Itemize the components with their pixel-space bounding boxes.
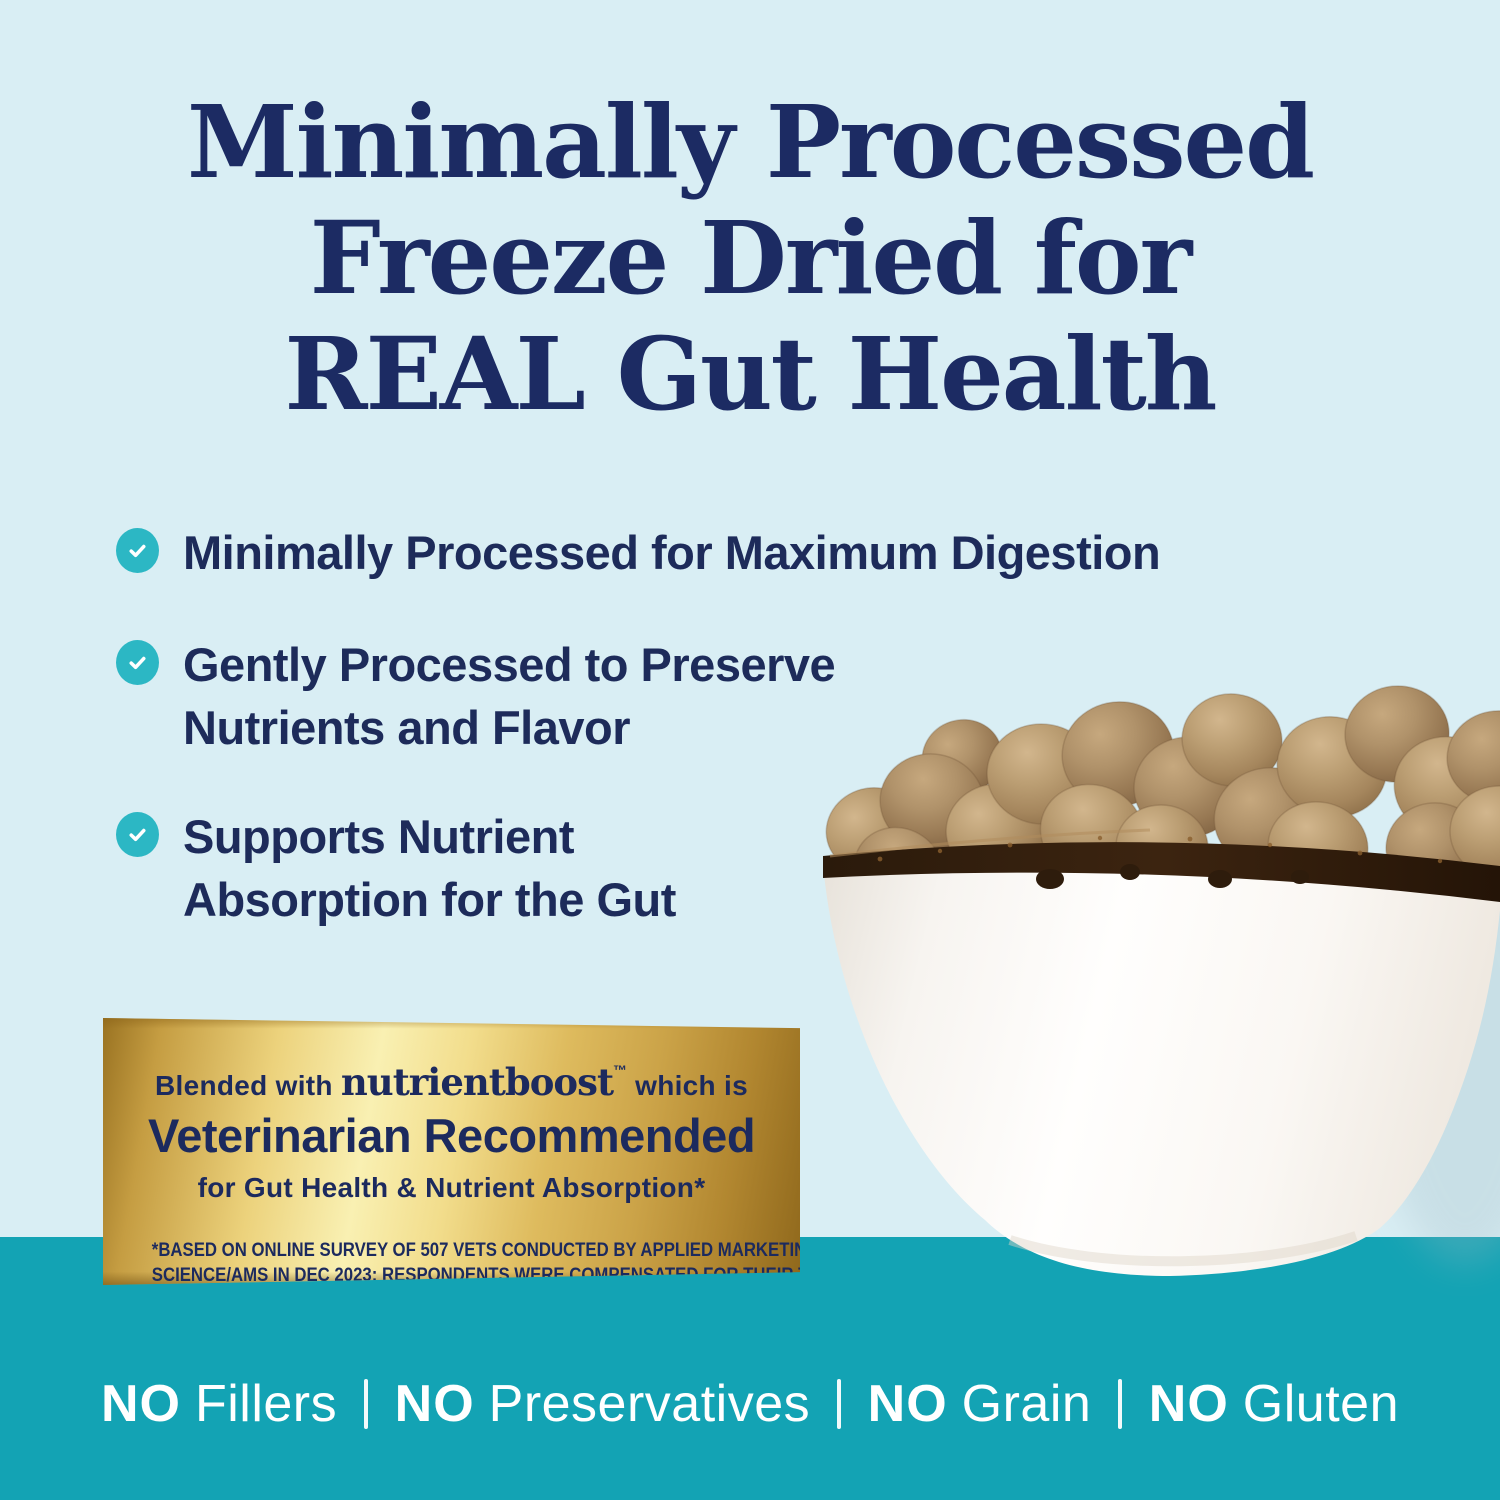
headline-line-1: Minimally Processed: [186, 83, 1315, 201]
bullet-line-2: Nutrients and Flavor: [183, 701, 631, 754]
separator-bar: [364, 1379, 368, 1429]
bowl-of-freeze-dried-nuggets-photo: [800, 660, 1500, 1300]
claim-label: Grain: [961, 1375, 1092, 1433]
bullet-line-2: Absorption for the Gut: [183, 873, 676, 926]
bullet-line-1: Supports Nutrient: [183, 810, 574, 863]
banner-intro-suffix: which is: [635, 1070, 748, 1101]
rim-speckles: [877, 835, 1443, 864]
disclaimer-line-1: *BASED ON ONLINE SURVEY OF 507 VETS COND…: [151, 1239, 820, 1261]
bullet-text: Gently Processed to Preserve Nutrients a…: [183, 633, 836, 759]
benefit-bullet-nutrients: Gently Processed to Preserve Nutrients a…: [116, 633, 836, 759]
claim-label: Gluten: [1242, 1375, 1400, 1433]
no-emphasis: NO: [394, 1375, 475, 1433]
trademark-symbol: ™: [613, 1062, 628, 1078]
banner-disclaimer: *BASED ON ONLINE SURVEY OF 507 VETS COND…: [151, 1238, 820, 1285]
banner-intro-prefix: Blended with: [154, 1070, 333, 1101]
no-emphasis: NO: [867, 1375, 948, 1433]
claim-label: Fillers: [194, 1375, 338, 1433]
claim-no-gluten: NO Gluten: [1149, 1374, 1399, 1434]
bullet-text: Minimally Processed for Maximum Digestio…: [183, 526, 1161, 579]
bowl-body: [823, 850, 1500, 1276]
banner-intro-line: Blended with nutrientboost™ which is: [103, 1060, 800, 1104]
separator-bar: [837, 1379, 841, 1429]
rim-glaze-drips: [1036, 864, 1309, 889]
brand-name: nutrientboost: [340, 1060, 614, 1104]
benefit-bullet-absorption: Supports Nutrient Absorption for the Gut: [116, 805, 676, 931]
banner-title: Veterinarian Recommended: [147, 1109, 756, 1162]
claim-label: Preservatives: [488, 1375, 811, 1433]
bullet-text: Supports Nutrient Absorption for the Gut: [183, 805, 676, 931]
checkmark-icon: [116, 640, 159, 685]
claim-no-preservatives: NO Preservatives: [395, 1374, 811, 1434]
bullet-line-1: Gently Processed to Preserve: [183, 638, 836, 691]
claim-no-fillers: NO Fillers: [101, 1374, 337, 1434]
bowl-illustration: [823, 685, 1500, 1276]
gold-ribbon-banner: Blended with nutrientboost™ which is Vet…: [103, 1018, 800, 1285]
no-emphasis: NO: [100, 1375, 181, 1433]
claim-no-grain: NO Grain: [868, 1374, 1092, 1434]
headline-line-2: Freeze Dried for: [309, 199, 1193, 317]
separator-bar: [1118, 1379, 1122, 1429]
checkmark-icon: [116, 812, 159, 857]
bowl-shading: [1008, 1231, 1358, 1267]
page-title: Minimally Processed Freeze Dried for REA…: [0, 84, 1500, 432]
headline-line-3: REAL Gut Health: [284, 315, 1218, 433]
bowl-rim: [823, 842, 1500, 902]
banner-subtitle: for Gut Health & Nutrient Absorption*: [197, 1172, 706, 1203]
no-claims-row: NO Fillers NO Preservatives NO Grain NO …: [0, 1374, 1500, 1434]
freeze-dried-nuggets: [825, 685, 1500, 910]
benefit-bullet-digestion: Minimally Processed for Maximum Digestio…: [116, 521, 1161, 584]
no-emphasis: NO: [1148, 1375, 1229, 1433]
checkmark-icon: [116, 528, 159, 573]
far-rim-highlight: [829, 828, 1151, 858]
